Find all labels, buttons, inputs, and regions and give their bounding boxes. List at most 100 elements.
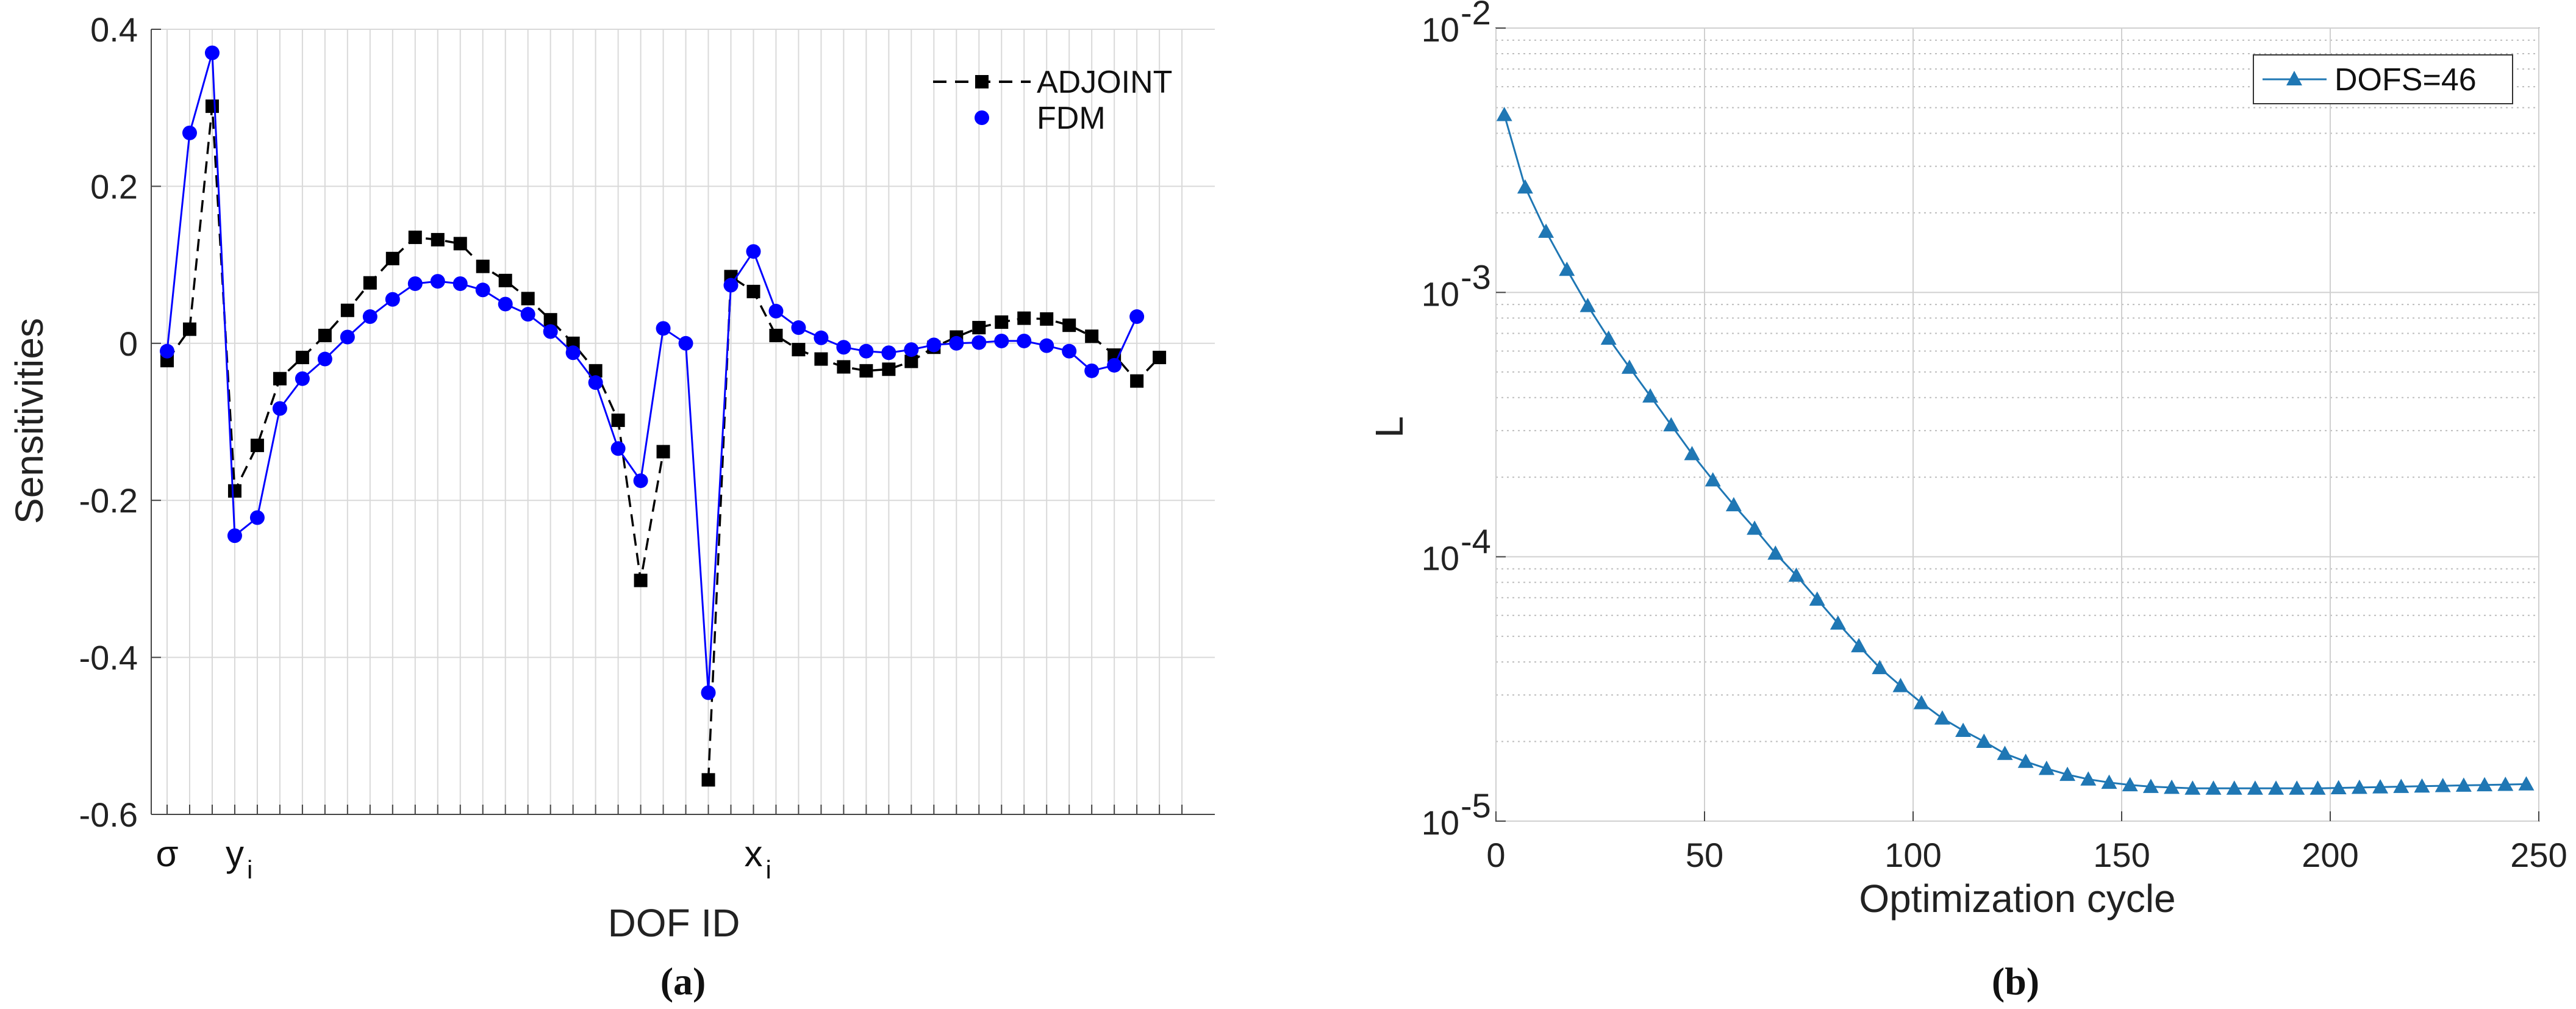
series-point-fdm (385, 292, 400, 307)
series-point-fdm (633, 473, 648, 489)
series-point-adjoint (1130, 374, 1144, 388)
series-point-fdm (1017, 333, 1032, 348)
series-point-dofs (1705, 472, 1721, 487)
series-point-fdm (204, 45, 220, 60)
series-point-fdm (182, 125, 197, 140)
series-point-dofs (2247, 780, 2263, 795)
series-point-fdm (814, 330, 829, 345)
legend-adjoint-label: ADJOINT (1037, 65, 1172, 100)
series-point-adjoint (904, 354, 918, 368)
series-point-fdm (475, 282, 490, 298)
series-point-fdm (746, 244, 761, 259)
series-point-dofs (2309, 780, 2326, 795)
plot-a-series (160, 45, 1167, 787)
plot-b-y-tick-label: 10 (1422, 275, 1459, 313)
plot-a-legend: ADJOINT FDM (933, 65, 1172, 136)
series-point-dofs (2226, 780, 2242, 795)
series-point-adjoint (431, 232, 445, 246)
plot-b-caption: (b) (1992, 960, 2039, 1003)
plot-a-axes (151, 29, 1215, 815)
plot-b-y-tick-exponent: -2 (1461, 0, 1491, 32)
plot-a-x-category-label: σ (156, 833, 178, 874)
series-point-adjoint (972, 321, 986, 335)
series-point-adjoint (1085, 329, 1099, 343)
plot-b-x-tick-label: 50 (1686, 836, 1723, 874)
series-point-adjoint (363, 276, 377, 290)
plot-a-y-tick-label: -0.2 (79, 481, 138, 520)
series-point-fdm (227, 528, 242, 544)
series-point-fdm (1084, 363, 1100, 378)
series-point-adjoint (814, 352, 828, 366)
series-point-fdm (565, 345, 581, 361)
series-point-dofs (1955, 722, 1972, 738)
series-point-adjoint (1153, 350, 1167, 364)
plot-a-y-tick-label: -0.4 (79, 639, 138, 677)
series-point-dofs (1934, 710, 1950, 725)
plot-a-caption: (a) (660, 960, 706, 1003)
plot-b-x-tick-label: 0 (1486, 836, 1505, 874)
series-point-fdm (543, 324, 558, 339)
series-point-dofs (1725, 497, 1742, 512)
series-point-dofs (1496, 107, 1512, 121)
series-point-dofs (1559, 261, 1575, 276)
series-point-dofs (1684, 446, 1700, 461)
plot-b-x-tick-label: 150 (2093, 836, 2150, 874)
series-point-dofs (1997, 745, 2013, 760)
series-point-adjoint (250, 439, 264, 453)
series-point-dofs (2101, 774, 2117, 789)
plot-a-xlabel: DOF ID (608, 901, 740, 945)
series-point-dofs (2372, 779, 2389, 794)
plot-b-y-tick-exponent: -5 (1461, 786, 1491, 825)
series-point-dofs (1642, 388, 1659, 403)
series-point-adjoint (634, 573, 648, 587)
series-point-dofs (2080, 771, 2097, 786)
plot-a-x-category-sub: i (765, 855, 771, 884)
series-point-dofs (1872, 659, 1888, 675)
series-point-fdm (768, 304, 784, 319)
series-point-fdm (160, 343, 174, 359)
series-point-adjoint (589, 364, 603, 378)
series-point-adjoint (656, 445, 670, 459)
series-point-fdm (656, 321, 671, 336)
series-point-adjoint (792, 343, 806, 357)
series-point-fdm (1129, 309, 1145, 325)
series-point-dofs (1600, 330, 1617, 345)
series-point-dofs (2268, 780, 2284, 795)
series-point-dofs (1892, 678, 1909, 692)
series-point-dofs (1830, 615, 1846, 630)
series-point-dofs (1747, 520, 1763, 535)
series-point-dofs (2164, 779, 2180, 794)
series-point-adjoint (995, 315, 1009, 329)
series-point-dofs (2351, 779, 2367, 794)
plot-a-y-tick-label: -0.6 (79, 795, 138, 834)
series-point-fdm (1062, 343, 1077, 359)
series-point-fdm (407, 276, 423, 291)
plot-b-xlabel: Optimization cycle (1859, 877, 2175, 921)
series-point-dofs (2435, 778, 2451, 792)
series-point-adjoint (1062, 318, 1076, 332)
plot-b-legend: DOFS=46 (2253, 54, 2513, 104)
series-point-fdm (701, 685, 716, 700)
panel-b: 10-510-410-310-2 0 50 100 150 200 250 L Optim… (1367, 0, 2567, 1003)
series-point-adjoint (182, 322, 196, 336)
plot-a-y-tick-label: 0 (119, 325, 138, 363)
series-point-dofs (1580, 298, 1596, 312)
series-point-fdm (723, 278, 739, 293)
legend-dofs-marker (2286, 71, 2302, 85)
plot-a-y-tick-label: 0.4 (90, 10, 138, 49)
series-point-dofs (2184, 780, 2201, 795)
series-point-fdm (272, 401, 287, 416)
series-point-dofs (1788, 567, 1805, 582)
series-point-dofs (1663, 417, 1680, 432)
series-point-fdm (498, 296, 513, 312)
plot-a-y-ticks: -0.6 -0.4 -0.2 0 0.2 0.4 (79, 10, 161, 834)
series-point-dofs (2414, 778, 2430, 793)
series-point-adjoint (295, 350, 309, 364)
series-point-dofs (2477, 777, 2493, 792)
series-point-adjoint (498, 273, 512, 287)
series-point-adjoint (1017, 311, 1031, 325)
series-point-dofs (2017, 753, 2034, 768)
series-point-fdm (994, 333, 1009, 348)
